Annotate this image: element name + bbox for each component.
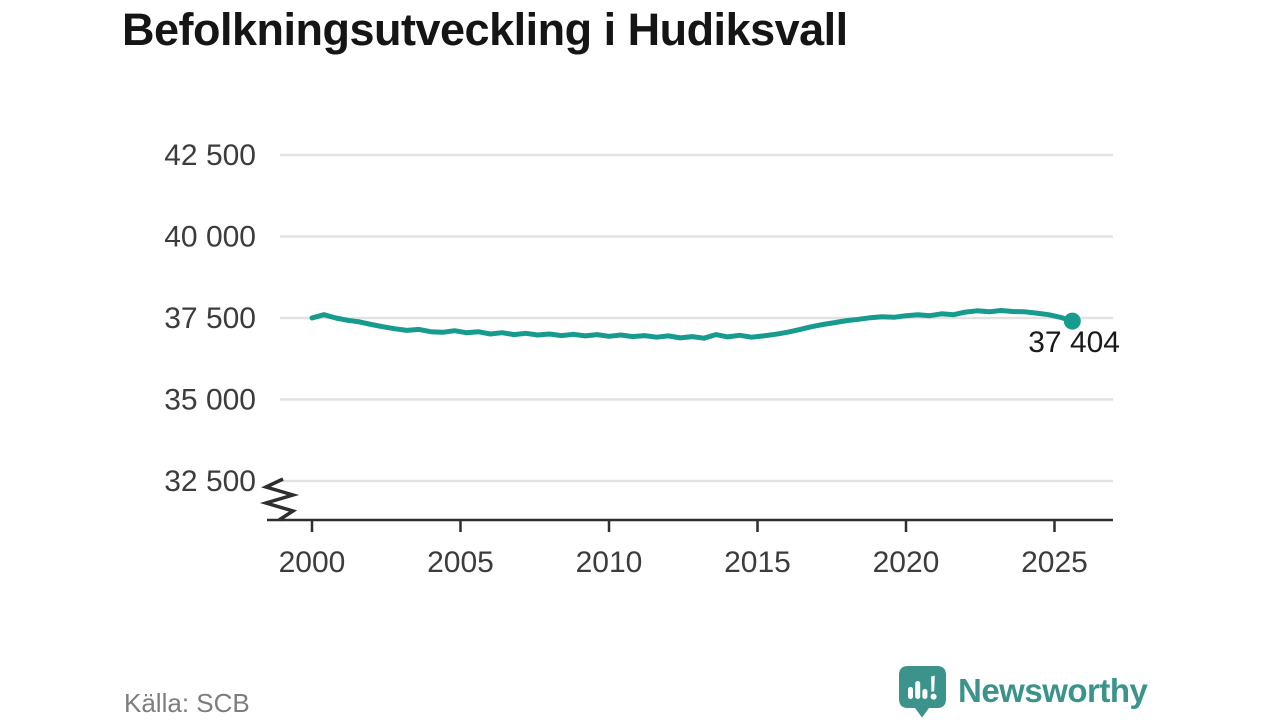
x-tick-label: 2000 xyxy=(279,546,346,579)
chart-title: Befolkningsutveckling i Hudiksvall xyxy=(122,4,848,55)
newsworthy-logo-text: Newsworthy xyxy=(958,672,1148,709)
population-line xyxy=(309,308,1075,341)
latest-value-label: 37 404 xyxy=(1028,326,1120,359)
x-tick-label: 2010 xyxy=(576,546,643,579)
axis-break-zigzag xyxy=(259,477,300,522)
y-tick-label: 35 000 xyxy=(164,384,256,417)
y-tick-label: 42 500 xyxy=(164,139,256,172)
x-tick-label: 2025 xyxy=(1021,546,1088,579)
newsworthy-logo: Newsworthy xyxy=(898,664,1148,718)
latest-value-dot xyxy=(1063,312,1081,330)
x-tick-label: 2015 xyxy=(724,546,791,579)
y-tick-label: 37 500 xyxy=(164,302,256,335)
y-tick-label: 40 000 xyxy=(164,221,256,254)
speech-bubble-bar-chart-icon xyxy=(899,665,946,717)
source-label: Källa: SCB xyxy=(124,688,250,718)
y-tick-label: 32 500 xyxy=(164,465,256,498)
population-line-chart: 42 500 40 000 37 500 35 000 32 500 2000 2005 20… xyxy=(164,139,1120,579)
x-tick-label: 2020 xyxy=(873,546,940,579)
x-tick-label: 2005 xyxy=(427,546,494,579)
